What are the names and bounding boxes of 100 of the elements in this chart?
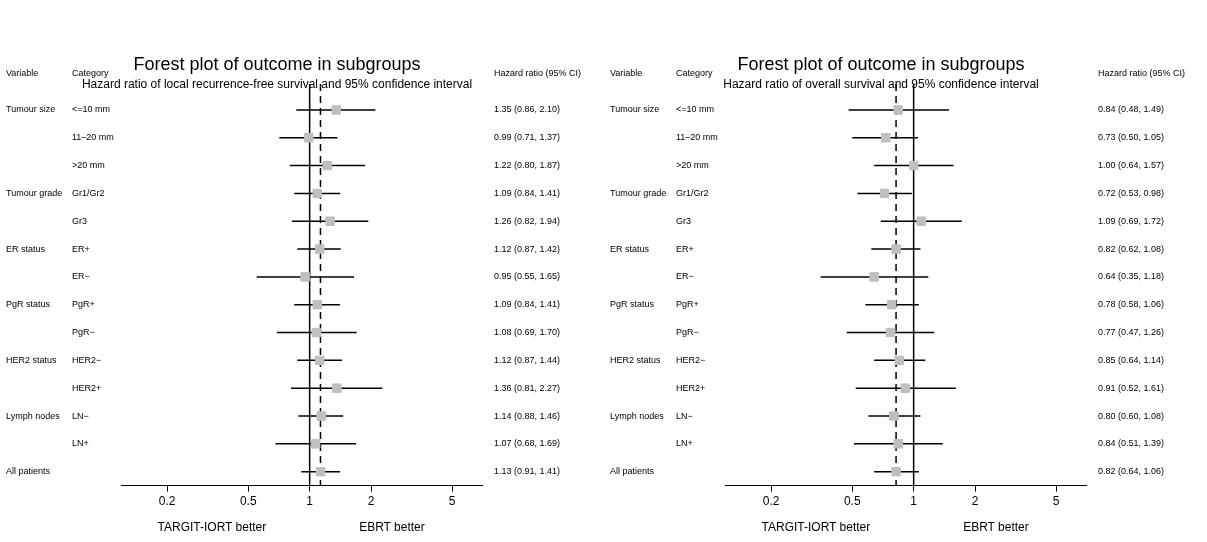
point	[310, 439, 321, 449]
y-tick-label: ER+	[72, 243, 90, 254]
data-label: 1.07 (0.68, 1.69)	[494, 438, 561, 449]
text: ER status	[610, 243, 650, 254]
y-tick-label: >20 mm	[676, 160, 709, 171]
data-label: 0.78 (0.58, 1.06)	[1098, 299, 1165, 310]
point	[889, 411, 899, 421]
data-label: 0.80 (0.60, 1.08)	[1098, 410, 1165, 421]
x-tick-label: 2	[367, 494, 375, 509]
data-label: 1.00 (0.64, 1.57)	[1098, 160, 1165, 171]
y-tick-label: HER2−	[676, 354, 706, 365]
data-label: 0.82 (0.62, 1.08)	[1098, 243, 1165, 254]
y2-axis-title: Hazard ratio (95% CI)	[1098, 68, 1186, 79]
point	[314, 244, 325, 254]
point	[300, 272, 310, 282]
point	[886, 299, 897, 310]
y-tick-label: Gr3	[676, 215, 692, 226]
x-tick-label: 5	[1052, 494, 1060, 509]
data-label: 1.09 (0.84, 1.41)	[494, 299, 561, 310]
text: Variable	[6, 68, 39, 79]
data-label: 0.91 (0.52, 1.61)	[1098, 382, 1165, 393]
text: EBRT better	[963, 520, 1029, 535]
text: All patients	[610, 466, 655, 477]
point	[322, 160, 332, 171]
y-tick-label: >20 mm	[72, 160, 105, 171]
chart-title: Forest plot of outcome in subgroups	[737, 53, 1025, 74]
y-tick-label: PgR−	[676, 327, 699, 338]
x-tick-label: 0.5	[843, 494, 861, 509]
text: Variable	[610, 68, 643, 79]
point	[332, 383, 342, 393]
x-tick-label: 0.5	[239, 494, 257, 509]
y-tick-label: PgR+	[676, 299, 699, 310]
x-tick-label: 1	[910, 494, 918, 509]
point	[900, 383, 911, 393]
y-tick-label: Gr1/Gr2	[72, 187, 105, 198]
data-label: 0.85 (0.64, 1.14)	[1098, 354, 1165, 365]
data-label: 0.64 (0.35, 1.18)	[1098, 271, 1165, 282]
text: TARGIT-IORT better	[157, 520, 267, 535]
data-label: 0.84 (0.48, 1.49)	[1098, 104, 1165, 115]
text: HER2 status	[6, 354, 58, 365]
y-tick-label: <=10 mm	[72, 104, 111, 115]
point	[311, 327, 322, 338]
y-tick-label: ER−	[72, 271, 90, 282]
y-tick-label: 11–20 mm	[676, 132, 718, 143]
data-label: 1.12 (0.87, 1.44)	[494, 354, 561, 365]
data-label: 1.22 (0.80, 1.87)	[494, 160, 561, 171]
point	[893, 439, 903, 449]
text: Tumour grade	[610, 187, 667, 198]
y-tick-label: HER2+	[676, 382, 706, 393]
y-tick-label: HER2+	[72, 382, 102, 393]
x-tick-label: 2	[971, 494, 979, 509]
x-tick-label: 0.2	[158, 494, 176, 509]
data-label: 1.14 (0.88, 1.46)	[494, 410, 561, 421]
x-tick-label: 0.2	[762, 494, 780, 509]
text: Tumour size	[6, 104, 56, 115]
point	[312, 299, 323, 310]
point	[304, 133, 314, 143]
y-tick-label: LN−	[72, 410, 89, 421]
y-tick-label: LN−	[676, 410, 693, 421]
data-label: 1.26 (0.82, 1.94)	[494, 215, 561, 226]
text: Tumour size	[610, 104, 660, 115]
text: PgR status	[610, 299, 655, 310]
data-label: 0.84 (0.51, 1.39)	[1098, 438, 1165, 449]
data-label: 1.35 (0.86, 2.10)	[494, 104, 561, 115]
chart-title: Forest plot of outcome in subgroups	[133, 53, 421, 74]
point	[885, 327, 896, 338]
data-label: 0.73 (0.50, 1.05)	[1098, 132, 1165, 143]
y-tick-label: Gr3	[72, 215, 88, 226]
x-tick-label: 5	[448, 494, 456, 509]
data-label: 1.09 (0.84, 1.41)	[494, 187, 561, 198]
x-tick-label: 1	[306, 494, 314, 509]
point	[894, 355, 904, 366]
data-label: 0.72 (0.53, 0.98)	[1098, 187, 1165, 198]
y-tick-label: HER2−	[72, 354, 102, 365]
point	[316, 411, 326, 421]
text: All patients	[6, 466, 51, 477]
text: PgR status	[6, 299, 51, 310]
chart-subtitle: Hazard ratio of overall survival and 95% confidence interval	[723, 77, 1039, 92]
y-tick-label: Gr1/Gr2	[676, 187, 709, 198]
y-tick-label: LN+	[72, 438, 89, 449]
data-label: 1.08 (0.69, 1.70)	[494, 327, 561, 338]
y2-axis-title: Hazard ratio (95% CI)	[494, 68, 582, 79]
point	[314, 355, 325, 366]
point	[312, 188, 323, 199]
y-axis-title: Category	[72, 68, 110, 79]
point	[908, 160, 919, 171]
y-axis-title: Category	[676, 68, 714, 79]
chart-subtitle: Hazard ratio of local recurrence-free survival and 95% confidence interval	[81, 77, 473, 92]
data-label: 1.13 (0.91, 1.41)	[494, 466, 561, 477]
text: Lymph nodes	[610, 410, 665, 421]
text: EBRT better	[359, 520, 425, 535]
y-tick-label: ER−	[676, 271, 694, 282]
text: TARGIT-IORT better	[761, 520, 871, 535]
point	[893, 105, 903, 115]
y-tick-label: PgR+	[72, 299, 95, 310]
text: Tumour grade	[6, 187, 63, 198]
text: Lymph nodes	[6, 410, 61, 421]
y-tick-label: ER+	[676, 243, 694, 254]
y-tick-label: PgR−	[72, 327, 95, 338]
text: ER status	[6, 243, 46, 254]
